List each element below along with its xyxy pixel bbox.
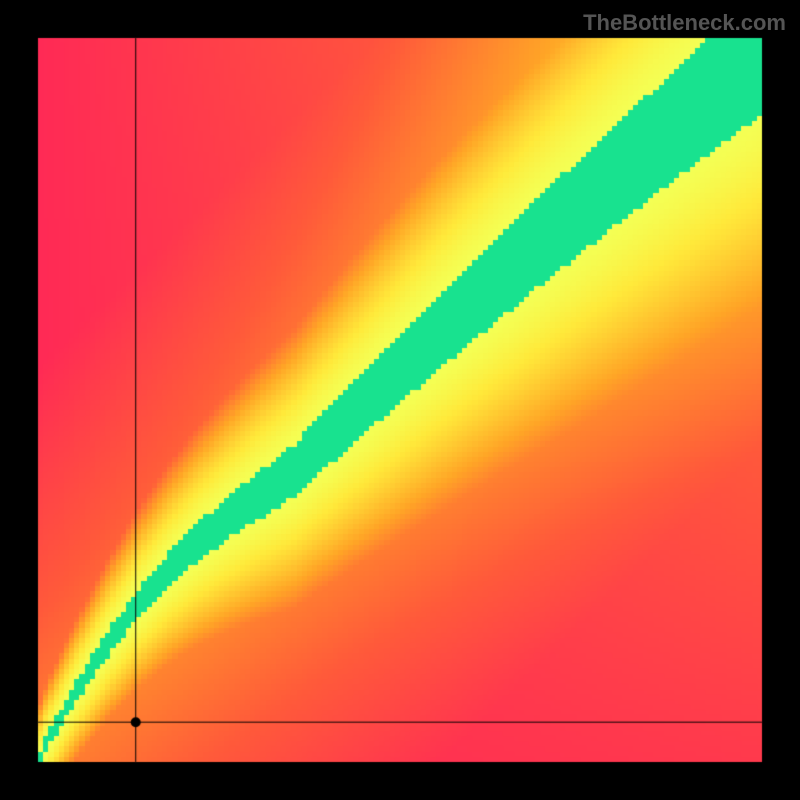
axis-overlay [0,0,800,800]
watermark-text: TheBottleneck.com [583,10,786,36]
viewport: TheBottleneck.com [0,0,800,800]
